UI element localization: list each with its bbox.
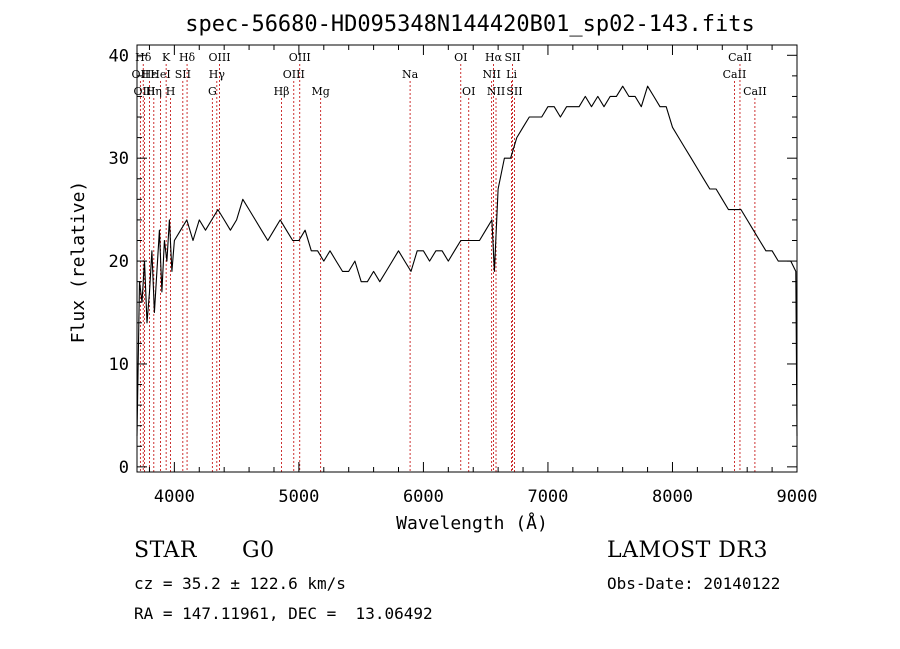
x-tick-label: 8000 — [652, 487, 693, 507]
line-label: OI — [462, 85, 475, 98]
y-tick-label: 10 — [109, 355, 129, 375]
line-label: CaII — [728, 51, 752, 64]
line-label: OIII — [283, 68, 305, 81]
spectrum-series — [136, 85, 798, 437]
line-label: Mg — [312, 85, 330, 98]
object-subclass: G0 — [242, 538, 275, 563]
line-label: K — [162, 51, 171, 64]
line-label: CaII — [723, 68, 747, 81]
redshift-cz: cz = 35.2 ± 122.6 km/s — [134, 574, 346, 593]
line-label: OIII — [209, 51, 231, 64]
line-label: Na — [402, 68, 419, 81]
line-label: NII — [487, 85, 505, 98]
spectral-line-markers — [139, 64, 756, 472]
line-label: OIII — [133, 85, 155, 98]
line-label: Li — [506, 68, 517, 81]
x-axis: 4000 5000 6000 7000 8000 9000 — [148, 45, 818, 507]
line-label: CaII — [743, 85, 767, 98]
x-axis-label: Wavelength (Å) — [396, 512, 548, 534]
x-tick-label: 4000 — [154, 487, 195, 507]
object-class: STAR — [134, 538, 197, 563]
x-tick-label: 6000 — [403, 487, 444, 507]
y-tick-label: 30 — [109, 149, 129, 169]
observation-date: Obs-Date: 20140122 — [607, 574, 781, 593]
line-label: SII — [175, 68, 191, 81]
spectral-line-labels: Hδ OII OIII Hε Hη K HeI H SII Hδ OIII Hγ G Hβ OIII OIII… — [132, 51, 767, 98]
line-label: OIII — [289, 51, 311, 64]
y-axis-label: Flux (relative) — [68, 181, 89, 344]
plot-frame — [136, 44, 798, 473]
line-label: H — [166, 85, 176, 98]
line-label: HeI — [150, 68, 170, 81]
line-label: Hα — [485, 51, 503, 64]
y-tick-label: 20 — [109, 252, 129, 272]
line-label: OI — [454, 51, 467, 64]
y-tick-label: 40 — [109, 46, 129, 66]
line-label: Hδ — [179, 51, 196, 64]
line-label: Hγ — [209, 68, 226, 81]
x-tick-label: 5000 — [278, 487, 319, 507]
ra-dec-coordinates: RA = 147.11961, DEC = 13.06492 — [134, 604, 433, 623]
y-tick-label: 0 — [119, 458, 129, 478]
line-label: SII — [504, 51, 520, 64]
line-label: Hβ — [274, 85, 290, 98]
line-label: Hε — [142, 68, 158, 81]
chart-title: spec-56680-HD095348N144420B01_sp02-143.f… — [185, 12, 755, 37]
line-label: G — [208, 85, 217, 98]
line-label: OII — [132, 68, 150, 81]
line-label: Hδ — [135, 51, 152, 64]
y-axis: 0 10 20 30 40 — [109, 46, 797, 478]
x-tick-label: 9000 — [777, 487, 818, 507]
survey-name: LAMOST DR3 — [607, 538, 768, 563]
x-tick-label: 7000 — [527, 487, 568, 507]
line-label: NII — [482, 68, 500, 81]
spectrum-line-0 — [136, 85, 798, 437]
line-label: Hη — [146, 85, 162, 98]
line-label: SII — [506, 85, 522, 98]
